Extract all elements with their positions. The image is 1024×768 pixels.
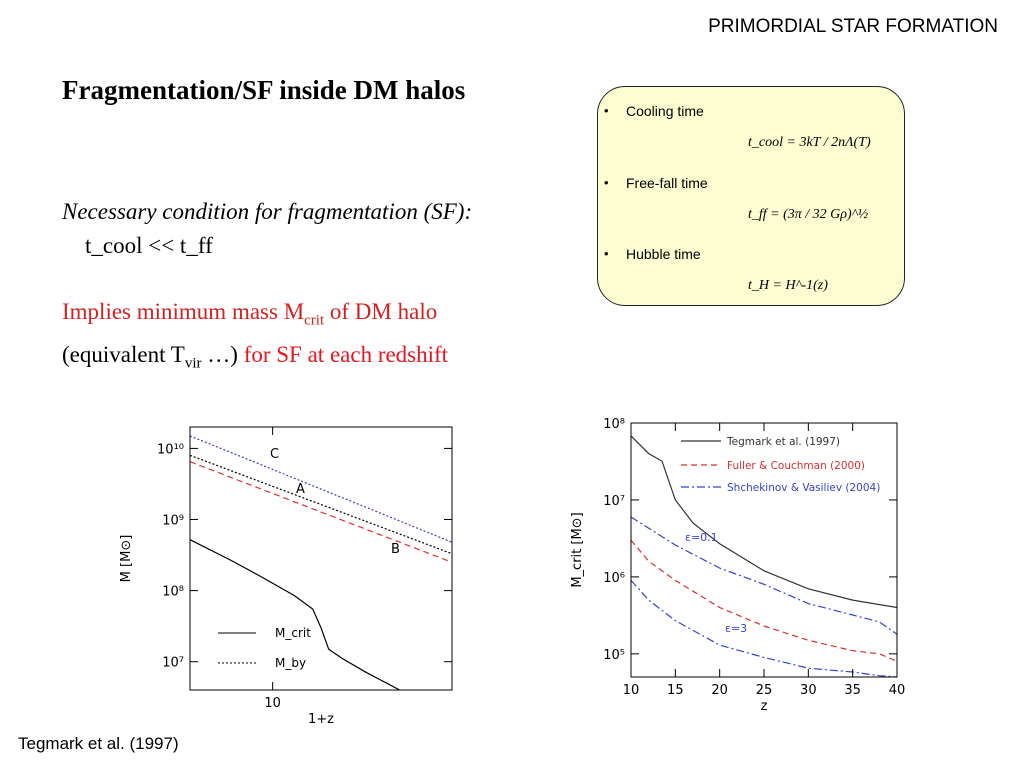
implies-line2-red: for SF at each redshift	[243, 341, 449, 367]
plot-frame	[189, 426, 453, 691]
timescale-formula: t_H = H^-1(z)	[748, 278, 828, 293]
x-tick-label: 40	[889, 683, 906, 698]
x-tick-label: 10	[623, 683, 640, 698]
implies-line1-sub: crit	[304, 312, 325, 329]
implies-text: Implies minimum mass Mcrit of DM halo (e…	[62, 295, 562, 380]
timescale-name: Free-fall time	[626, 175, 708, 191]
y-tick-label: 10⁷	[603, 494, 625, 509]
y-axis-label: M [M⊙]	[119, 535, 134, 583]
timescale-name: Cooling time	[626, 103, 704, 119]
x-tick-label: 20	[711, 683, 728, 698]
y-tick-label: 10¹⁰	[157, 442, 184, 457]
timescales-box: • Cooling time t_cool = 3kT / 2nΛ(T) • Fre…	[597, 86, 905, 306]
series-line-3	[189, 461, 453, 563]
chart-mcrit-vs-1plusz: 10¹⁰ 10⁹ 10⁸ 10⁷ 10 1+z M [M⊙] C A B M_crit M_by	[119, 426, 453, 727]
timescale-item: • Free-fall time	[604, 175, 708, 191]
implies-line2-sub: vir	[184, 355, 202, 372]
x-tick-label: 15	[667, 683, 684, 698]
x-tick-label: 25	[756, 683, 773, 698]
x-tick-label: 30	[800, 683, 817, 698]
legend-label: M_crit	[275, 626, 311, 640]
series-line-1	[189, 435, 453, 543]
condition-label: Necessary condition for fragmentation (S…	[62, 199, 473, 224]
timescale-formula: t_cool = 3kT / 2nΛ(T)	[748, 135, 871, 150]
annotation-label: B	[391, 542, 400, 557]
x-tick-label: 10	[264, 696, 281, 711]
citation: Tegmark et al. (1997)	[18, 734, 179, 753]
x-axis-label: z	[761, 699, 768, 714]
y-tick-label: 10⁵	[603, 648, 625, 663]
series-line-0	[630, 435, 898, 609]
x-tick-label: 35	[844, 683, 861, 698]
series-line-3	[630, 579, 898, 678]
y-axis-label: M_crit [M⊙]	[570, 512, 585, 587]
timescale-formula: t_ff = (3π / 32 Gρ)^½	[748, 207, 869, 222]
implies-line1-suffix: of DM halo	[324, 299, 438, 324]
legend-label: Shchekinov & Vasiliev (2004)	[727, 482, 880, 494]
legend-label: Tegmark et al. (1997)	[726, 436, 840, 448]
annotation-label: ε=3	[725, 622, 747, 635]
annotation-label: ε=0.1	[685, 531, 718, 544]
slide-header: PRIMORDIAL STAR FORMATION	[708, 16, 998, 37]
x-axis-label: 1+z	[308, 712, 334, 727]
chart-mcrit-vs-z: 10⁸ 10⁷ 10⁶ 10⁵ 10 15 20 25 30 35 40 z M_crit [M⊙] Te…	[570, 417, 906, 714]
implies-line1-prefix: Implies minimum mass M	[62, 299, 305, 324]
legend-label: Fuller & Couchman (2000)	[727, 460, 865, 472]
implies-line2-mid: …)	[201, 341, 244, 367]
y-tick-label: 10⁸	[162, 585, 184, 600]
condition-expr: t_cool << t_ff	[85, 233, 213, 258]
y-tick-label: 10⁹	[162, 514, 184, 529]
annotation-label: C	[270, 447, 279, 462]
slide-title: Fragmentation/SF inside DM halos	[62, 75, 466, 105]
legend-label: M_by	[275, 656, 306, 670]
timescale-name: Hubble time	[626, 246, 701, 262]
series-line-0	[189, 539, 400, 691]
timescale-item: • Hubble time	[604, 246, 701, 262]
implies-line2-prefix: (equivalent T	[62, 341, 185, 367]
condition-text: Necessary condition for fragmentation (S…	[62, 195, 542, 263]
y-tick-label: 10⁶	[603, 571, 625, 586]
y-tick-label: 10⁸	[603, 417, 625, 432]
series-line-1	[630, 539, 898, 662]
y-tick-label: 10⁷	[162, 656, 184, 671]
series-line-2	[630, 516, 898, 635]
series-line-2	[189, 454, 453, 555]
timescale-item: • Cooling time	[604, 103, 704, 119]
annotation-label: A	[296, 482, 305, 497]
